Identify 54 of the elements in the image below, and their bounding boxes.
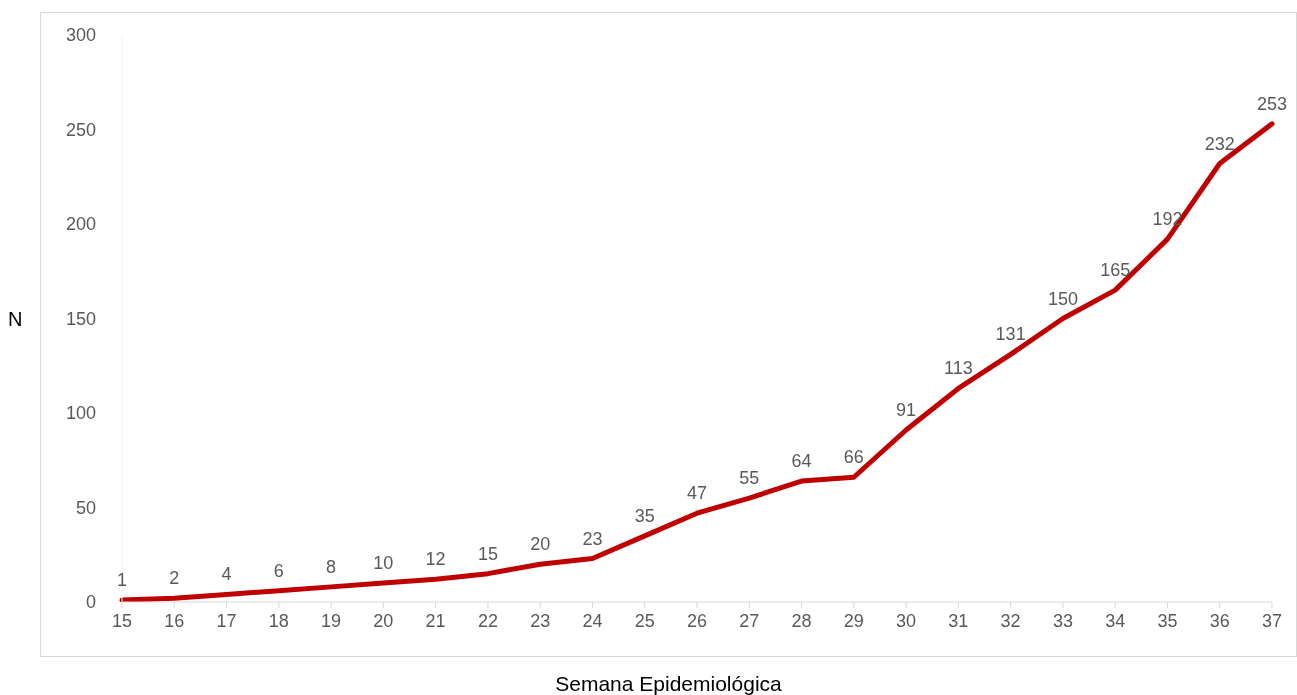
x-tick-label: 20 — [373, 610, 394, 631]
data-label: 165 — [1100, 260, 1131, 281]
x-tick-label: 23 — [530, 610, 551, 631]
x-tick-label: 36 — [1209, 610, 1230, 631]
data-label: 91 — [896, 400, 917, 421]
y-tick-label: 100 — [65, 403, 96, 424]
x-tick-label: 17 — [216, 610, 237, 631]
x-tick-label: 33 — [1052, 610, 1073, 631]
y-tick-label: 0 — [85, 592, 96, 613]
y-tick-label: 200 — [65, 214, 96, 235]
data-label: 15 — [477, 543, 498, 564]
data-label: 113 — [944, 358, 973, 379]
x-tick-label: 28 — [791, 610, 812, 631]
x-tick-label: 32 — [1000, 610, 1021, 631]
x-axis-title: Semana Epidemiológica — [554, 672, 783, 695]
x-tick-label: 30 — [896, 610, 917, 631]
data-label: 10 — [373, 553, 394, 574]
data-label: 8 — [326, 556, 337, 577]
x-tick-label: 19 — [321, 610, 342, 631]
y-tick-label: 150 — [65, 308, 96, 329]
data-label: 66 — [843, 447, 864, 468]
data-label: 12 — [425, 549, 446, 570]
y-tick-label: 50 — [75, 497, 96, 518]
x-tick-label: 24 — [582, 610, 603, 631]
data-label: 150 — [1047, 288, 1078, 309]
data-label: 4 — [221, 564, 232, 585]
x-tick-label: 18 — [268, 610, 289, 631]
x-tick-label: 16 — [164, 610, 185, 631]
data-label: 35 — [634, 505, 655, 526]
data-label: 253 — [1256, 93, 1288, 114]
data-label: 1 — [116, 570, 128, 591]
x-tick-label: 22 — [477, 610, 498, 631]
x-tick-label: 26 — [686, 610, 708, 631]
y-axis-title: N — [8, 308, 23, 331]
data-label: 6 — [273, 560, 284, 581]
x-tick-label: 15 — [111, 610, 133, 631]
x-tick-label: 35 — [1157, 610, 1178, 631]
data-label: 2 — [169, 568, 180, 589]
data-label: 20 — [530, 534, 551, 555]
data-label: 131 — [995, 324, 1026, 345]
y-tick-label: 250 — [65, 119, 96, 140]
data-label: 232 — [1204, 133, 1235, 154]
x-tick-label: 34 — [1105, 610, 1126, 631]
data-label: 55 — [739, 468, 760, 489]
y-tick-label: 300 — [65, 25, 96, 46]
x-tick-label: 27 — [739, 610, 760, 631]
x-tick-label: 29 — [843, 610, 864, 631]
data-label: 23 — [582, 528, 603, 549]
data-label: 64 — [791, 451, 812, 472]
x-tick-label: 21 — [425, 610, 446, 631]
x-tick-label: 37 — [1261, 610, 1283, 631]
x-tick-label: 31 — [948, 610, 969, 631]
data-label: 47 — [686, 483, 708, 504]
x-tick-label: 25 — [634, 610, 655, 631]
